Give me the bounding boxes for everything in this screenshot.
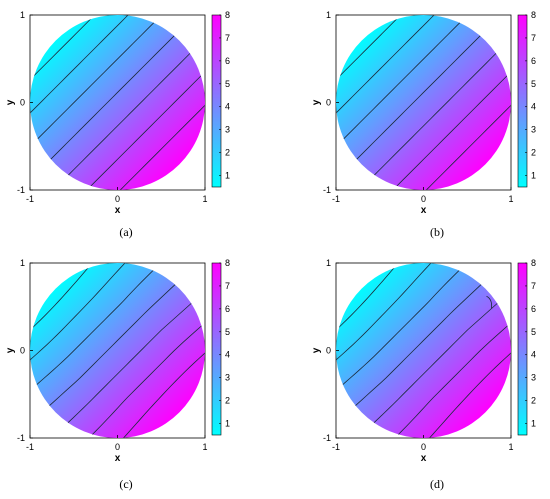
panel-caption: (d) (430, 477, 444, 491)
x-axis-label: x (421, 453, 427, 464)
x-tick-label: -1 (332, 194, 340, 204)
contour-line (30, 263, 153, 386)
x-tick-label: -1 (332, 442, 340, 452)
field-disk (336, 263, 511, 438)
field-disk (336, 15, 511, 190)
x-tick-label: 0 (421, 194, 426, 204)
y-tick-label: 1 (326, 258, 331, 268)
panel-caption: (c) (119, 477, 132, 491)
contour-line (30, 15, 156, 141)
x-tick-label: -1 (26, 442, 34, 452)
colorbar-tick-label: 3 (531, 373, 536, 383)
y-tick-label: 0 (326, 346, 331, 356)
contour-line (358, 37, 511, 190)
panel-caption: (a) (119, 225, 132, 239)
y-tick-label: -1 (17, 433, 25, 443)
contour-line (375, 54, 511, 190)
x-tick-label: 1 (508, 194, 513, 204)
colorbar-tick-label: 4 (225, 102, 230, 112)
colorbar (211, 14, 222, 188)
colorbar-tick-label: 7 (225, 281, 230, 291)
colorbar-tick-label: 5 (531, 327, 536, 337)
contour-line (69, 54, 205, 190)
colorbar-tick-label: 8 (531, 10, 536, 20)
contour-line (30, 15, 173, 158)
colorbar-tick-label: 7 (531, 281, 536, 291)
x-tick-label: 1 (202, 194, 207, 204)
colorbar-tick-label: 1 (531, 419, 536, 429)
subplot-4: -1 0 1 -1 0 1 x y 1 2 3 4 5 6 7 8 (d) (311, 258, 536, 491)
contour-line (377, 306, 511, 438)
contour-line (486, 295, 493, 309)
subplot-2: -1 0 1 -1 0 1 x y 1 2 3 4 5 6 7 8 (b) (311, 10, 536, 239)
x-axis-label: x (115, 205, 121, 216)
colorbar-tick-label: 8 (531, 258, 536, 268)
subplot-3: -1 0 1 -1 0 1 x y 1 2 3 4 5 6 7 8 (c) (5, 258, 230, 491)
colorbar-tick-label: 4 (531, 102, 536, 112)
colorbar (517, 14, 528, 188)
colorbar-tick-label: 5 (225, 327, 230, 337)
contour-line (359, 289, 511, 438)
y-tick-label: 0 (20, 98, 25, 108)
contour-line (53, 289, 205, 438)
colorbar-tick-label: 1 (225, 171, 230, 181)
x-tick-label: 1 (508, 442, 513, 452)
colorbar-tick-label: 6 (225, 56, 230, 66)
colorbar-tick-label: 7 (531, 33, 536, 43)
field-disk (30, 263, 205, 438)
panel-caption: (b) (430, 225, 444, 239)
y-tick-label: 1 (20, 258, 25, 268)
colorbar-tick-label: 2 (531, 396, 536, 406)
colorbar-tick-label: 2 (225, 396, 230, 406)
contour-line (336, 263, 459, 386)
subplot-1: -1 0 1 -1 0 1 x y 1 2 3 4 5 6 7 8 (a) (5, 10, 230, 239)
colorbar-tick-label: 6 (225, 304, 230, 314)
colorbar-tick-label: 2 (225, 148, 230, 158)
contour-line (336, 263, 477, 402)
x-tick-label: 1 (202, 442, 207, 452)
x-tick-label: -1 (26, 194, 34, 204)
x-tick-label: 0 (115, 194, 120, 204)
colorbar-tick-label: 4 (225, 350, 230, 360)
colorbar-tick-label: 5 (531, 79, 536, 89)
x-axis-label: x (421, 205, 427, 216)
colorbar-tick-label: 7 (225, 33, 230, 43)
x-tick-label: 0 (115, 442, 120, 452)
colorbar-tick-label: 6 (531, 56, 536, 66)
colorbar (517, 262, 528, 436)
y-tick-label: 0 (326, 98, 331, 108)
colorbar-tick-label: 5 (225, 79, 230, 89)
y-axis-label: y (311, 99, 322, 105)
colorbar (211, 262, 222, 436)
colorbar-tick-label: 3 (531, 125, 536, 135)
y-tick-label: -1 (323, 433, 331, 443)
colorbar-tick-label: 2 (531, 148, 536, 158)
colorbar-tick-label: 3 (225, 373, 230, 383)
colorbar-tick-label: 1 (225, 419, 230, 429)
y-tick-label: 0 (20, 346, 25, 356)
y-axis-label: y (5, 99, 16, 105)
y-tick-label: -1 (17, 185, 25, 195)
y-axis-label: y (5, 347, 16, 353)
colorbar-tick-label: 1 (531, 171, 536, 181)
x-tick-label: 0 (421, 442, 426, 452)
colorbar-tick-label: 3 (225, 125, 230, 135)
contour-line (336, 15, 462, 141)
contour-line (30, 263, 171, 402)
y-tick-label: -1 (323, 185, 331, 195)
colorbar-tick-label: 8 (225, 258, 230, 268)
colorbar-tick-label: 4 (531, 350, 536, 360)
field-disk (30, 15, 205, 190)
y-axis-label: y (311, 347, 322, 353)
contour-line (52, 37, 205, 190)
colorbar-tick-label: 6 (531, 304, 536, 314)
x-axis-label: x (115, 453, 121, 464)
contour-line (71, 306, 205, 438)
y-tick-label: 1 (326, 10, 331, 20)
y-tick-label: 1 (20, 10, 25, 20)
contour-line (336, 15, 479, 158)
colorbar-tick-label: 8 (225, 10, 230, 20)
